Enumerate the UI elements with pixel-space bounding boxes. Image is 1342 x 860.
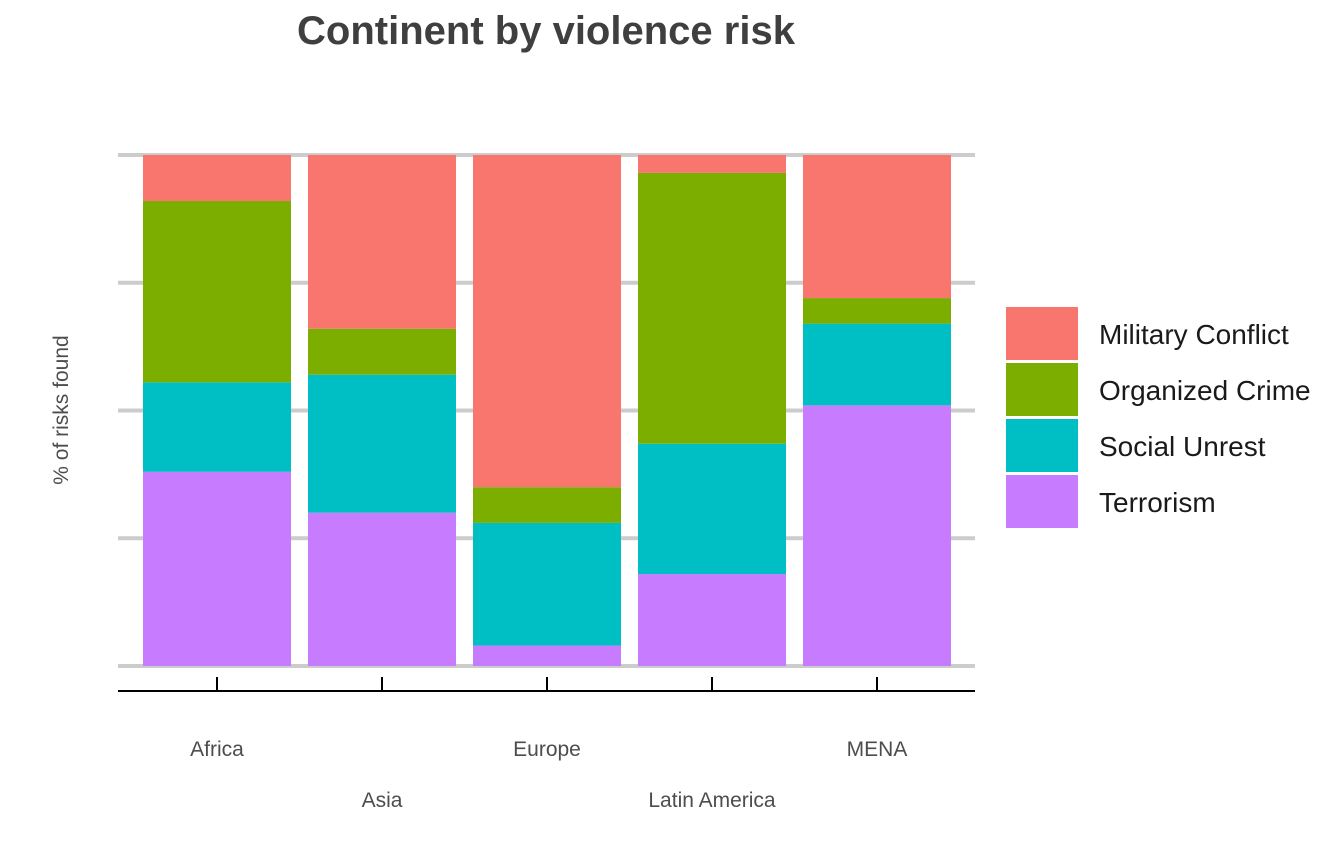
legend-label-military-conflict: Military Conflict bbox=[1099, 319, 1289, 350]
legend-swatch-organized-crime bbox=[1006, 363, 1078, 416]
x-tick-label: Europe bbox=[513, 738, 581, 761]
bar-latin-america-social-unrest bbox=[638, 443, 786, 575]
chart-title: Continent by violence risk bbox=[297, 9, 796, 53]
bar-asia-social-unrest bbox=[308, 374, 456, 513]
bar-mena-organized-crime bbox=[803, 298, 951, 324]
bar-mena-social-unrest bbox=[803, 323, 951, 406]
bar-africa-terrorism bbox=[143, 471, 291, 666]
bar-latin-america-terrorism bbox=[638, 574, 786, 666]
bar-africa-organized-crime bbox=[143, 200, 291, 383]
bar-latin-america-organized-crime bbox=[638, 172, 786, 444]
legend-swatch-military-conflict bbox=[1006, 307, 1078, 360]
bar-europe-terrorism bbox=[473, 645, 621, 666]
bar-latin-america-military-conflict bbox=[638, 155, 786, 173]
x-axis: Africa Asia Europe Latin America MENA bbox=[118, 677, 975, 812]
bar-asia-terrorism bbox=[308, 512, 456, 666]
bar-africa-military-conflict bbox=[143, 155, 291, 201]
legend-label-organized-crime: Organized Crime bbox=[1099, 375, 1311, 406]
bar-mena-terrorism bbox=[803, 405, 951, 666]
legend-swatch-social-unrest bbox=[1006, 419, 1078, 472]
legend-label-social-unrest: Social Unrest bbox=[1099, 431, 1266, 462]
bar-mena-military-conflict bbox=[803, 155, 951, 299]
legend: Military Conflict Organized Crime Social U… bbox=[1006, 307, 1311, 528]
bar-asia-organized-crime bbox=[308, 328, 456, 375]
legend-label-terrorism: Terrorism bbox=[1099, 487, 1216, 518]
x-tick-label: Asia bbox=[362, 789, 403, 812]
bars bbox=[143, 155, 951, 666]
y-axis-label: % of risks found bbox=[50, 335, 73, 484]
bar-europe-military-conflict bbox=[473, 155, 621, 488]
bar-europe-organized-crime bbox=[473, 487, 621, 523]
x-tick-label: Africa bbox=[190, 738, 244, 761]
bar-europe-social-unrest bbox=[473, 522, 621, 646]
bar-asia-military-conflict bbox=[308, 155, 456, 329]
x-tick-label: MENA bbox=[847, 738, 908, 761]
x-tick-label: Latin America bbox=[648, 789, 776, 812]
bar-africa-social-unrest bbox=[143, 382, 291, 472]
legend-swatch-terrorism bbox=[1006, 475, 1078, 528]
